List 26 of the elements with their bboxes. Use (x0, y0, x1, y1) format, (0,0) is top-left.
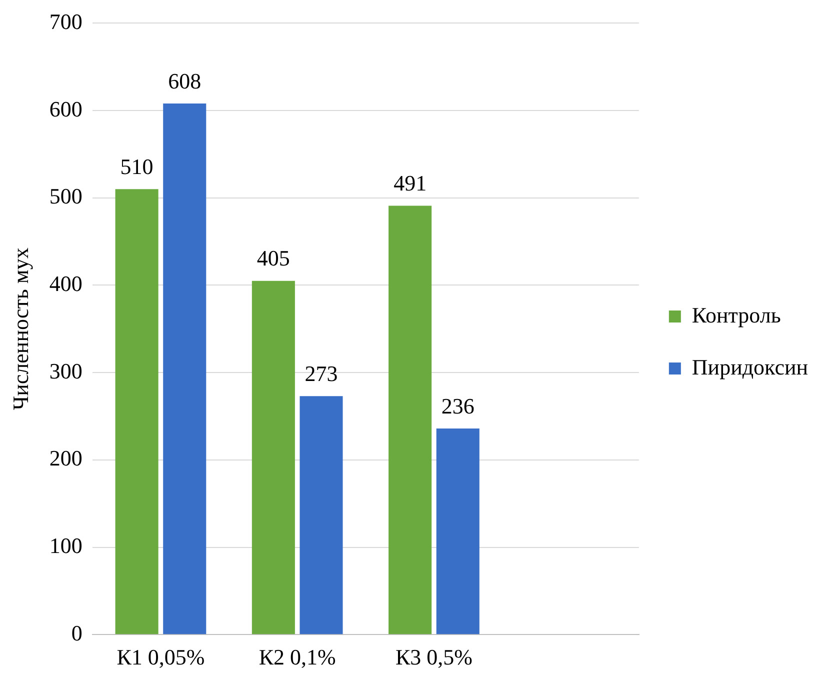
bar (115, 189, 158, 634)
data-label: 608 (168, 68, 202, 94)
y-tick-label: 300 (49, 358, 82, 384)
x-tick-label: К3 0,5% (395, 644, 472, 670)
y-tick-label: 600 (49, 96, 82, 122)
x-tick-label: К2 0,1% (258, 644, 336, 670)
y-tick-label: 400 (49, 271, 82, 296)
bar (163, 104, 206, 634)
data-label: 491 (394, 170, 427, 196)
bar (436, 428, 480, 634)
legend-label: Пиридоксин (692, 354, 808, 380)
legend-label: Контроль (692, 302, 781, 328)
y-tick-label: 700 (49, 8, 82, 34)
y-tick-label: 0 (71, 620, 82, 646)
bar (300, 396, 343, 634)
y-tick-label: 200 (49, 446, 82, 471)
bar (388, 206, 432, 634)
y-axis-title: Численность мух (8, 248, 33, 410)
data-label: 405 (256, 246, 290, 271)
x-tick-label: К1 0,05% (116, 644, 205, 670)
y-tick-label: 100 (49, 533, 82, 558)
data-label: 510 (120, 154, 154, 179)
data-label: 273 (304, 360, 338, 386)
y-tick-label: 500 (49, 184, 82, 209)
data-label: 236 (441, 393, 474, 418)
bar (252, 280, 295, 634)
